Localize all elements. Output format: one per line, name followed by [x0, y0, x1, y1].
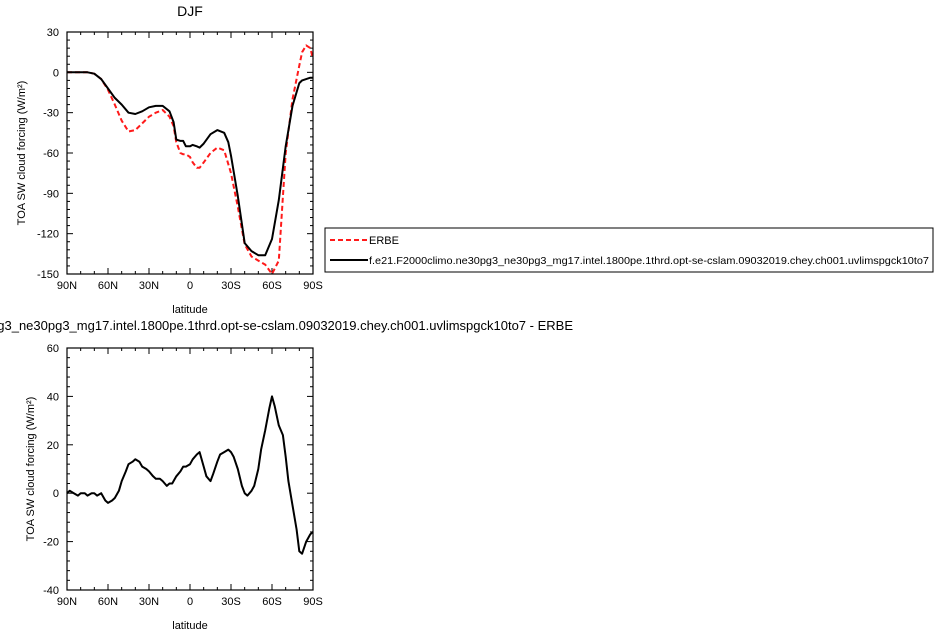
top-series-group — [67, 44, 314, 275]
bottom-xtick-label: 60N — [98, 596, 118, 608]
top-ytick-label: -60 — [43, 148, 59, 160]
top-ytick-label: -90 — [43, 188, 59, 200]
bottom-ytick-label: 0 — [53, 488, 59, 500]
top-xtick-label: 60S — [262, 280, 282, 292]
top-xtick-label: 90S — [303, 280, 323, 292]
top-xtick-label: 0 — [187, 280, 193, 292]
legend-box — [324, 227, 934, 273]
legend: ERBE f.e21.F2000climo.ne30pg3_ne30pg3_mg… — [324, 227, 934, 273]
bottom-axis-ticks: 90N 60N 30N 0 30S 60S 90S 60 40 20 0 -20 -40 — [43, 343, 323, 608]
bottom-xtick-label: 30N — [139, 596, 159, 608]
bottom-ytick-label: 20 — [47, 440, 59, 452]
bottom-xtick-label: 30S — [221, 596, 241, 608]
top-xtick-label: 60N — [98, 280, 118, 292]
top-xtick-label: 30N — [139, 280, 159, 292]
bottom-ytick-label: -20 — [43, 537, 59, 549]
bottom-ytick-label: -40 — [43, 585, 59, 597]
top-chart-title: DJF — [177, 3, 203, 19]
top-ytick-label: 0 — [53, 67, 59, 79]
top-ytick-label: -120 — [37, 229, 59, 241]
bottom-xtick-label: 60S — [262, 596, 282, 608]
bottom-ytick-label: 60 — [47, 343, 59, 355]
legend-label-erbe: ERBE — [369, 235, 399, 247]
bottom-xtick-label: 90S — [303, 596, 323, 608]
top-x-axis-label: latitude — [172, 304, 207, 316]
bottom-plot-frame — [66, 347, 314, 591]
top-ytick-label: 30 — [47, 27, 59, 39]
top-ytick-label: -30 — [43, 108, 59, 120]
top-xtick-label: 30S — [221, 280, 241, 292]
bottom-xtick-label: 90N — [57, 596, 77, 608]
bottom-xtick-label: 0 — [187, 596, 193, 608]
bottom-y-axis-label: TOA SW cloud forcing (W/m²) — [25, 397, 37, 542]
top-plot-frame — [66, 31, 314, 275]
bottom-ytick-label: 40 — [47, 391, 59, 403]
bottom-x-axis-label: latitude — [172, 620, 207, 632]
top-series-line-1 — [67, 44, 314, 275]
legend-label-model: f.e21.F2000climo.ne30pg3_ne30pg3_mg17.in… — [369, 255, 929, 267]
top-axis-ticks: 90N 60N 30N 0 30S 60S 90S 30 0 -30 -60 -90 -120 -150 — [37, 27, 323, 292]
bottom-series-group — [66, 395, 314, 555]
difference-panel: f.e21.F2000climo.ne30pg3_ne30pg3_mg17.in… — [0, 318, 573, 632]
bottom-series-line-1 — [66, 395, 314, 555]
top-ytick-label: -150 — [37, 269, 59, 281]
bottom-chart-title: f.e21.F2000climo.ne30pg3_ne30pg3_mg17.in… — [0, 318, 573, 333]
top-y-axis-label: TOA SW cloud forcing (W/m²) — [16, 81, 28, 226]
top-series-line-2 — [67, 71, 313, 257]
top-xtick-label: 90N — [57, 280, 77, 292]
djf-panel: DJF 90N 60N 30N 0 30S 60S 90S 30 0 -30 -60 -90 -120 -… — [16, 3, 323, 316]
